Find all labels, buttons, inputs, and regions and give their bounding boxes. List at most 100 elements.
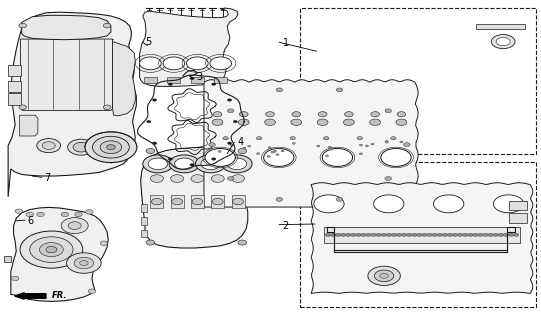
Circle shape — [153, 99, 157, 101]
FancyArrow shape — [15, 293, 46, 299]
Circle shape — [400, 141, 403, 143]
Circle shape — [46, 246, 57, 253]
Circle shape — [509, 233, 514, 236]
Circle shape — [67, 253, 101, 273]
Circle shape — [276, 88, 282, 92]
Circle shape — [422, 233, 427, 236]
Circle shape — [187, 57, 208, 70]
Circle shape — [318, 112, 327, 117]
Circle shape — [212, 119, 223, 125]
Polygon shape — [21, 39, 113, 110]
Circle shape — [458, 233, 463, 236]
Circle shape — [205, 148, 235, 166]
Circle shape — [385, 140, 388, 142]
Polygon shape — [8, 65, 21, 76]
Circle shape — [371, 112, 379, 117]
Text: 3: 3 — [196, 72, 202, 82]
Circle shape — [328, 146, 332, 148]
Circle shape — [496, 37, 510, 46]
Circle shape — [371, 143, 374, 145]
Circle shape — [61, 218, 88, 234]
Polygon shape — [509, 201, 527, 210]
Circle shape — [291, 119, 302, 125]
Circle shape — [385, 109, 392, 113]
Circle shape — [467, 233, 473, 236]
Circle shape — [292, 112, 301, 117]
Circle shape — [239, 119, 249, 125]
Circle shape — [365, 145, 368, 147]
Polygon shape — [141, 147, 248, 248]
Circle shape — [248, 145, 251, 147]
Polygon shape — [140, 8, 238, 86]
Circle shape — [192, 198, 203, 205]
Polygon shape — [141, 230, 147, 237]
Polygon shape — [211, 195, 224, 208]
Circle shape — [153, 142, 157, 144]
Circle shape — [190, 164, 194, 166]
Circle shape — [218, 150, 221, 152]
Polygon shape — [204, 80, 418, 207]
Polygon shape — [171, 195, 183, 208]
Circle shape — [15, 209, 23, 213]
Circle shape — [442, 233, 447, 236]
Polygon shape — [11, 207, 108, 301]
Circle shape — [337, 197, 343, 201]
Circle shape — [273, 150, 276, 152]
Circle shape — [357, 137, 362, 140]
Circle shape — [163, 57, 184, 70]
Circle shape — [401, 233, 407, 236]
Circle shape — [406, 233, 412, 236]
Polygon shape — [191, 195, 204, 208]
Circle shape — [324, 137, 329, 140]
Circle shape — [140, 57, 161, 70]
Circle shape — [103, 105, 111, 109]
Circle shape — [322, 148, 353, 166]
Bar — [300, 162, 536, 307]
Circle shape — [427, 233, 432, 236]
Circle shape — [227, 142, 232, 144]
Circle shape — [493, 195, 524, 213]
Circle shape — [437, 233, 443, 236]
Circle shape — [344, 119, 354, 125]
Circle shape — [329, 148, 332, 150]
Circle shape — [268, 147, 271, 149]
Circle shape — [317, 119, 328, 125]
Circle shape — [397, 112, 406, 117]
Circle shape — [103, 23, 111, 28]
Circle shape — [337, 88, 343, 92]
Circle shape — [397, 233, 402, 236]
Polygon shape — [311, 183, 533, 293]
Circle shape — [263, 148, 294, 166]
Circle shape — [227, 99, 232, 101]
Circle shape — [227, 109, 234, 113]
Circle shape — [447, 233, 453, 236]
Circle shape — [19, 105, 27, 109]
Polygon shape — [19, 115, 38, 136]
Circle shape — [370, 119, 380, 125]
Circle shape — [396, 119, 407, 125]
Polygon shape — [141, 204, 147, 212]
Circle shape — [391, 233, 397, 236]
Polygon shape — [8, 12, 136, 197]
Circle shape — [491, 35, 515, 49]
Circle shape — [238, 148, 247, 154]
Circle shape — [146, 240, 155, 245]
Circle shape — [223, 137, 228, 140]
Circle shape — [473, 233, 478, 236]
Circle shape — [267, 156, 270, 157]
Polygon shape — [150, 195, 163, 208]
Circle shape — [175, 158, 194, 170]
Circle shape — [292, 142, 295, 144]
Circle shape — [37, 139, 61, 153]
Circle shape — [371, 233, 377, 236]
Circle shape — [148, 158, 168, 170]
Circle shape — [243, 147, 246, 149]
Circle shape — [498, 233, 504, 236]
Circle shape — [68, 139, 95, 155]
Circle shape — [93, 136, 129, 158]
Circle shape — [381, 233, 386, 236]
Bar — [300, 8, 536, 154]
Circle shape — [73, 142, 89, 152]
Circle shape — [412, 233, 417, 236]
Polygon shape — [8, 81, 21, 92]
